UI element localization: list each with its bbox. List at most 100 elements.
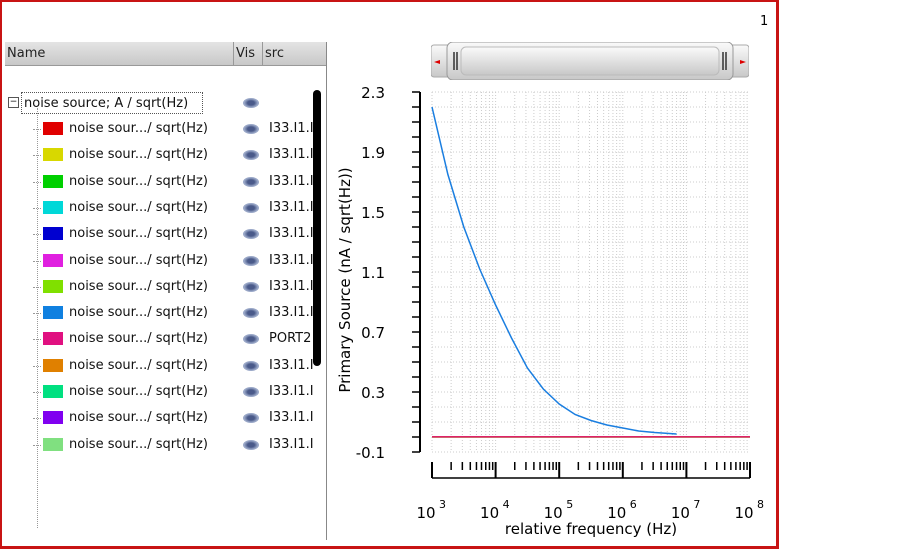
x-tick-label: 10 (607, 504, 626, 522)
grip-icon (453, 52, 727, 70)
visibility-eye-icon[interactable] (243, 334, 259, 345)
x-tick-exponent: 6 (630, 498, 637, 511)
trace-row[interactable]: noise sour.../ sqrt(Hz) I33.I1.I (5, 407, 315, 429)
trace-row[interactable]: noise sour.../ sqrt(Hz) I33.I1.I (5, 144, 315, 166)
visibility-eye-icon[interactable] (243, 176, 259, 187)
tree-connector (33, 418, 41, 420)
tree-connector (33, 155, 41, 157)
scrollbar[interactable] (313, 90, 321, 366)
x-range-slider[interactable] (431, 42, 749, 80)
trace-row[interactable]: noise sour.../ sqrt(Hz) I33.I1.I (5, 302, 315, 324)
trace-row[interactable]: noise sour.../ sqrt(Hz) I33.I1.I (5, 171, 315, 193)
tree-connector (33, 286, 41, 288)
trace-src: I33.I1.I (269, 121, 314, 136)
collapse-icon[interactable]: − (8, 97, 19, 108)
visibility-eye-icon[interactable] (243, 124, 259, 134)
trace-src: I33.I1.I (269, 226, 314, 242)
trace-src: I33.I1.I (269, 252, 314, 268)
visibility-eye-icon[interactable] (243, 98, 259, 108)
x-tick-label: 10 (734, 504, 753, 522)
y-tick-label: 1.1 (361, 264, 385, 282)
trace-row[interactable]: noise sour.../ sqrt(Hz) I33.I1.I (5, 381, 315, 403)
visibility-eye-icon[interactable] (243, 150, 259, 161)
trace-src: I33.I1.I (269, 436, 314, 452)
trace-label: noise sour.../ sqrt(Hz) (69, 410, 208, 426)
column-src[interactable]: src (265, 46, 284, 61)
color-swatch (43, 122, 63, 135)
visibility-eye-icon[interactable] (243, 255, 259, 266)
y-tick-label: -0.1 (356, 444, 385, 462)
trace-row[interactable]: noise sour.../ sqrt(Hz) I33.I1.I (5, 355, 315, 377)
visibility-eye-icon[interactable] (243, 387, 259, 397)
right-arrow-icon (740, 60, 746, 64)
trace-row[interactable]: noise sour.../ sqrt(Hz) I33.I1.I (5, 434, 315, 456)
trace-src: I33.I1.I (269, 305, 314, 321)
page-number: 1 (760, 14, 769, 29)
y-axis-label: Primary Source (nA / sqrt(Hz)) (336, 167, 354, 392)
y-tick-label: 0.3 (361, 384, 385, 402)
color-swatch (43, 437, 63, 451)
visibility-eye-icon[interactable] (243, 202, 259, 213)
trace-label: noise sour.../ sqrt(Hz) (69, 252, 208, 268)
color-swatch (43, 411, 63, 425)
color-swatch (43, 227, 63, 241)
x-tick-label: 10 (416, 504, 435, 522)
trace-row[interactable]: noise sour.../ sqrt(Hz) I33.I1.I (5, 223, 315, 245)
trace-label: noise sour.../ sqrt(Hz) (69, 436, 208, 452)
trace-row[interactable]: noise sour.../ sqrt(Hz) I33.I1.I (5, 118, 315, 140)
tree-connector (33, 392, 41, 393)
color-swatch (43, 385, 63, 398)
trace-row[interactable]: noise sour.../ sqrt(Hz) I33.I1.I (5, 197, 315, 219)
trace-label: noise sour.../ sqrt(Hz) (69, 357, 208, 373)
tree-connector (33, 234, 41, 236)
trace-src: I33.I1.I (269, 357, 314, 373)
trace-label: noise sour.../ sqrt(Hz) (69, 331, 208, 347)
visibility-eye-icon[interactable] (243, 360, 259, 371)
x-tick-exponent: 4 (503, 498, 510, 511)
trace-list-panel: Name Vis src − noise source; A / sqrt(Hz… (5, 42, 327, 540)
trace-label: noise sour.../ sqrt(Hz) (69, 384, 208, 399)
x-tick-exponent: 8 (757, 498, 764, 511)
color-swatch (43, 332, 63, 346)
visibility-eye-icon[interactable] (243, 229, 259, 240)
tree-connector (33, 365, 41, 367)
x-axis-label: relative frequency (Hz) (505, 520, 677, 538)
trace-src: I33.I1.I (269, 147, 314, 163)
column-vis[interactable]: Vis (234, 42, 263, 65)
visibility-eye-icon[interactable] (243, 439, 259, 450)
x-tick-label: 10 (671, 504, 690, 522)
color-swatch (43, 200, 63, 214)
trace-label: noise sour.../ sqrt(Hz) (69, 199, 208, 215)
tree-connector (33, 339, 41, 341)
visibility-eye-icon[interactable] (243, 308, 259, 319)
trace-row[interactable]: noise sour.../ sqrt(Hz) I33.I1.I (5, 276, 315, 298)
y-tick-label: 1.9 (361, 144, 385, 162)
trace-src: I33.I1.I (269, 278, 314, 294)
tree-connector (33, 207, 41, 209)
trace-src: I33.I1.I (269, 199, 314, 215)
trace-src: I33.I1.I (269, 410, 314, 426)
column-name[interactable]: Name (5, 42, 234, 65)
trace-src: I33.I1.I (269, 173, 314, 189)
trace-label: noise sour.../ sqrt(Hz) (69, 226, 208, 242)
trace-label: noise sour.../ sqrt(Hz) (69, 147, 208, 163)
x-tick-exponent: 7 (693, 498, 700, 511)
color-swatch (43, 358, 63, 372)
x-tick-label: 10 (480, 504, 499, 522)
tree-connector (33, 181, 41, 183)
trace-src: PORT2 (269, 331, 312, 347)
visibility-eye-icon[interactable] (243, 281, 259, 292)
color-swatch (43, 279, 63, 293)
tree-connector (33, 444, 41, 446)
series-blue-line (431, 106, 677, 435)
group-row[interactable]: − noise source; A / sqrt(Hz) (5, 92, 315, 114)
trace-src: I33.I1.I (269, 384, 314, 399)
trace-row[interactable]: noise sour.../ sqrt(Hz) I33.I1.I (5, 250, 315, 272)
trace-row[interactable]: noise sour.../ sqrt(Hz) PORT2 (5, 328, 315, 350)
visibility-eye-icon[interactable] (243, 413, 259, 424)
tree-connector (33, 129, 41, 130)
group-label: noise source; A / sqrt(Hz) (21, 92, 204, 114)
trace-label: noise sour.../ sqrt(Hz) (69, 305, 208, 321)
x-tick-label: 10 (544, 504, 563, 522)
